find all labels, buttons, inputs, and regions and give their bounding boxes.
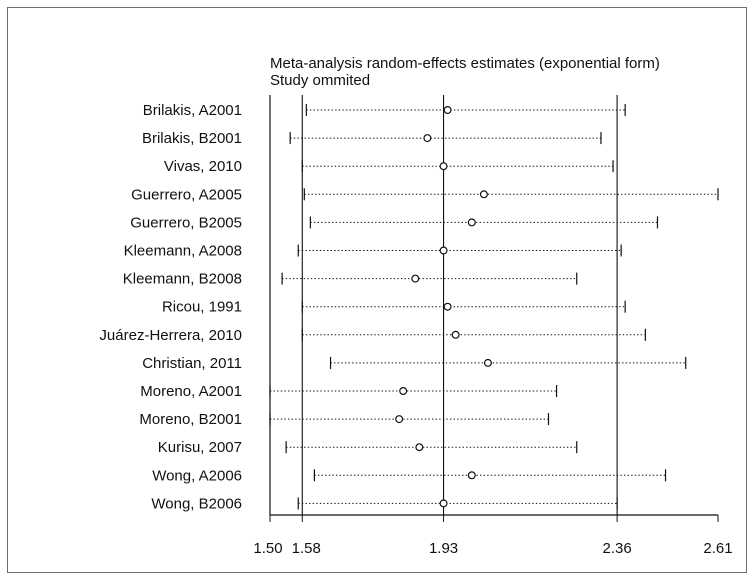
- point-estimate-marker: [439, 499, 448, 508]
- point-estimate-marker: [439, 246, 448, 255]
- study-label: Juárez-Herrera, 2010: [99, 327, 242, 344]
- chart-subtitle: Study ommited: [270, 72, 370, 89]
- point-estimate-marker: [467, 471, 476, 480]
- point-estimate-marker: [411, 274, 420, 283]
- study-label: Moreno, A2001: [140, 383, 242, 400]
- x-tick-label: 2.61: [703, 540, 732, 557]
- study-label: Kurisu, 2007: [158, 439, 242, 456]
- x-tick-label: 1.50: [253, 540, 282, 557]
- study-label: Wong, A2006: [152, 467, 242, 484]
- study-label: Guerrero, A2005: [131, 186, 242, 203]
- point-estimate-marker: [443, 105, 452, 114]
- point-estimate-marker: [467, 218, 476, 227]
- study-label: Guerrero, B2005: [130, 214, 242, 231]
- x-tick-label: 1.93: [429, 540, 458, 557]
- point-estimate-marker: [423, 134, 432, 143]
- study-label: Brilakis, A2001: [143, 102, 242, 119]
- point-estimate-marker: [415, 443, 424, 452]
- study-label: Kleemann, B2008: [123, 271, 242, 288]
- study-label: Christian, 2011: [142, 355, 242, 372]
- point-estimate-marker: [399, 387, 408, 396]
- x-tick-label: 2.36: [602, 540, 631, 557]
- point-estimate-marker: [439, 162, 448, 171]
- plot-layer: 1.50 1.58 1.93 2.36 2.61 Brilakis, A2001 Brila…: [99, 95, 733, 557]
- point-estimate-marker: [443, 302, 452, 311]
- study-label: Brilakis, B2001: [142, 130, 242, 147]
- point-estimate-marker: [483, 358, 492, 367]
- study-label: Moreno, B2001: [139, 411, 242, 428]
- study-label: Vivas, 2010: [164, 158, 242, 175]
- chart-frame: [7, 7, 747, 573]
- chart-title: Meta-analysis random-effects estimates (…: [270, 55, 660, 72]
- study-label: Kleemann, A2008: [124, 243, 242, 260]
- study-label: Wong, B2006: [151, 495, 242, 512]
- point-estimate-marker: [451, 330, 460, 339]
- study-label: Ricou, 1991: [162, 299, 242, 316]
- x-tick-label: 1.58: [292, 540, 321, 557]
- point-estimate-marker: [479, 190, 488, 199]
- point-estimate-marker: [395, 415, 404, 424]
